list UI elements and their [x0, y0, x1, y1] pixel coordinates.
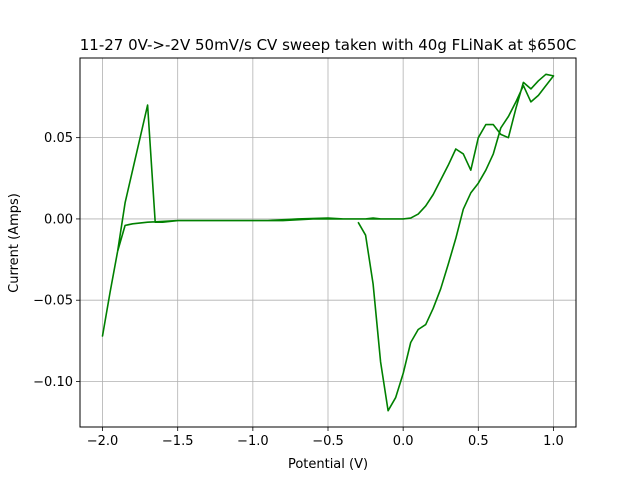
x-tick-label: 1.0	[543, 434, 564, 449]
x-tick-label: −1.5	[162, 434, 194, 449]
y-tick-label: 0.00	[44, 212, 73, 227]
x-tick-label: 0.5	[468, 434, 489, 449]
x-tick-label: 0.0	[393, 434, 414, 449]
y-axis-label: Current (Amps)	[7, 193, 22, 293]
x-tick-label: −2.0	[87, 434, 119, 449]
grid-layer	[80, 58, 576, 427]
cv-sweep-line	[101, 73, 555, 412]
tick-layer: −2.0 −1.5 −1.0 −0.5 0.0 0.5 1.0 −0.10 −0.05 0.00 0…	[33, 131, 564, 449]
x-axis-label: Potential (V)	[288, 457, 368, 472]
y-tick-label: −0.05	[33, 294, 73, 309]
y-tick-label: 0.05	[44, 131, 73, 146]
y-tick-label: −0.10	[33, 375, 73, 390]
series-layer	[101, 73, 555, 412]
x-tick-label: −1.0	[237, 434, 269, 449]
chart-title: 11-27 0V->-2V 50mV/s CV sweep taken with…	[80, 36, 577, 54]
x-tick-label: −0.5	[312, 434, 344, 449]
